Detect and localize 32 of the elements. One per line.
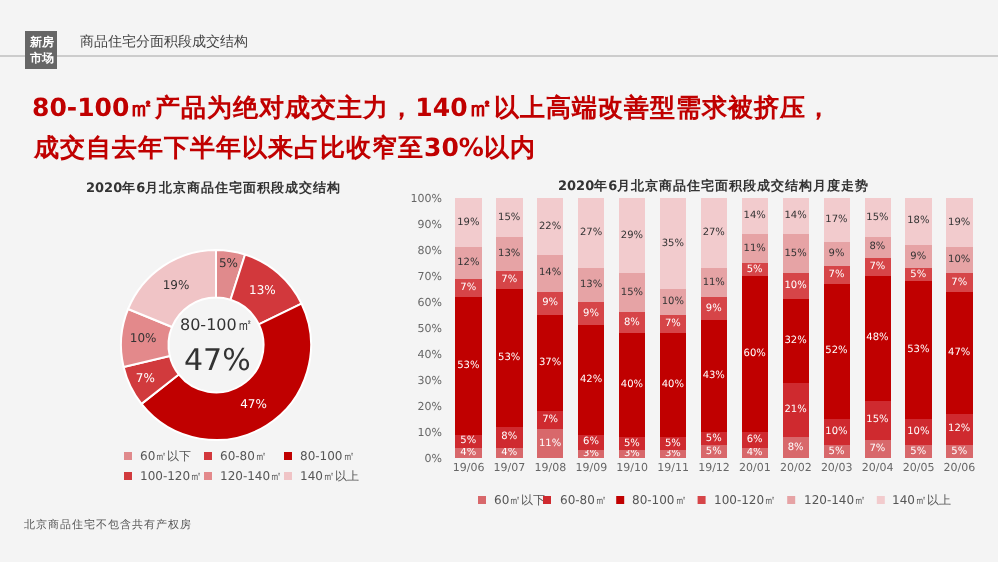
bar bbox=[455, 296, 482, 435]
bar bbox=[619, 198, 646, 274]
text: 成交自去年下半年以来占比收窄至30%以内 bbox=[32, 132, 536, 162]
bar bbox=[537, 198, 564, 256]
bar bbox=[619, 333, 646, 438]
bar bbox=[660, 333, 687, 438]
bar bbox=[946, 273, 973, 292]
bar bbox=[823, 198, 850, 243]
text: 47% bbox=[184, 342, 251, 378]
bar bbox=[660, 198, 687, 289]
bar bbox=[864, 276, 891, 401]
bar bbox=[946, 413, 973, 445]
bar bbox=[782, 299, 809, 383]
bar bbox=[578, 325, 605, 435]
bar bbox=[700, 198, 728, 269]
bar bbox=[946, 198, 973, 248]
bar bbox=[455, 247, 482, 279]
bar bbox=[455, 198, 482, 248]
text: 80-100㎡产品为绝对成交主力，140㎡以上高端改善型需求被挤压， bbox=[32, 92, 832, 122]
bar bbox=[496, 237, 523, 271]
bar bbox=[578, 198, 605, 269]
bar bbox=[905, 198, 932, 245]
bar bbox=[823, 283, 850, 419]
bar bbox=[741, 276, 768, 432]
bar bbox=[496, 198, 523, 237]
bar bbox=[782, 382, 809, 438]
bar bbox=[496, 289, 523, 427]
text: 80-100㎡ bbox=[180, 316, 253, 334]
bar bbox=[946, 291, 973, 414]
bar bbox=[537, 315, 564, 412]
bar bbox=[700, 320, 728, 432]
bar bbox=[905, 281, 932, 419]
